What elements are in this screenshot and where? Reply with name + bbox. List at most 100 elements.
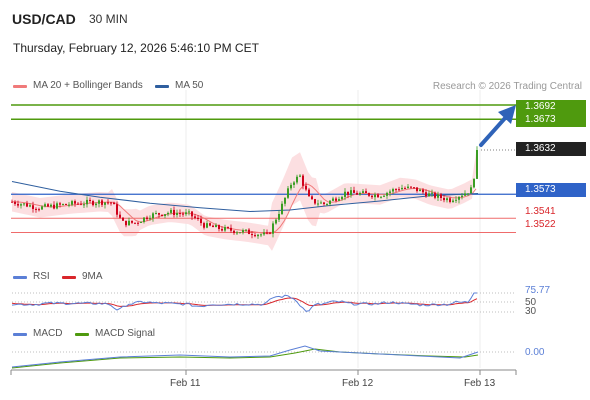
candle-body	[368, 193, 370, 196]
candle-body	[416, 187, 418, 192]
candle-body	[266, 232, 268, 234]
candle-body	[65, 203, 67, 205]
candle-body	[404, 187, 406, 189]
candle-body	[224, 227, 226, 231]
candle-body	[476, 150, 478, 179]
candle-body	[179, 213, 181, 215]
legend-label: MACD Signal	[95, 328, 156, 339]
legend-item-ma50: MA 50	[155, 80, 203, 91]
candle-body	[350, 190, 352, 195]
candle-body	[200, 218, 202, 224]
candle-body	[221, 229, 223, 231]
x-label-feb13: Feb 13	[464, 378, 496, 389]
candle-body	[89, 199, 91, 202]
x-label-feb11: Feb 11	[170, 378, 201, 389]
symbol-title: USD/CAD	[12, 11, 76, 27]
rsi-line	[11, 292, 477, 312]
last-price-tag: 1.3632	[516, 142, 586, 156]
candle-body	[14, 201, 16, 204]
candle-body	[17, 203, 19, 206]
candle-body	[152, 213, 154, 219]
candle-body	[134, 222, 136, 224]
candle-body	[317, 203, 319, 205]
rsi-level-50-label: 50	[525, 297, 537, 308]
candle-body	[257, 234, 259, 237]
candle-body	[32, 205, 34, 209]
candle-body	[446, 198, 448, 201]
candle-body	[254, 235, 256, 237]
candle-body	[347, 191, 349, 195]
candle-body	[230, 227, 232, 231]
candlesticks	[11, 146, 478, 239]
candle-body	[83, 204, 85, 206]
candle-body	[161, 214, 163, 216]
candle-body	[386, 192, 388, 196]
legend-item-ma20-bollinger: MA 20 + Bollinger Bands	[13, 80, 143, 91]
candle-body	[305, 185, 307, 190]
candle-body	[362, 191, 364, 193]
candle-body	[197, 217, 199, 219]
bollinger-band-area	[12, 152, 476, 251]
candle-body	[188, 211, 190, 213]
candle-body	[455, 199, 457, 201]
x-label-feb12: Feb 12	[342, 378, 374, 389]
timestamp: Thursday, February 12, 2026 5:46:10 PM C…	[13, 41, 259, 55]
candle-body	[113, 202, 115, 205]
candle-body	[314, 199, 316, 204]
candle-body	[50, 204, 52, 207]
candle-body	[380, 196, 382, 198]
candle-body	[320, 202, 322, 204]
candle-body	[425, 192, 427, 197]
candle-body	[131, 220, 133, 223]
candle-body	[107, 202, 109, 204]
candle-body	[401, 187, 403, 190]
resistance-tag-1: 1.3692	[516, 100, 586, 114]
candle-body	[275, 219, 277, 224]
legend-label: MA 20 + Bollinger Bands	[33, 80, 143, 91]
candle-body	[272, 223, 274, 234]
candle-body	[68, 204, 70, 206]
candle-body	[371, 195, 373, 198]
candle-body	[98, 200, 100, 204]
candle-body	[392, 189, 394, 192]
candle-body	[119, 214, 121, 218]
legend-item-macd-signal: MACD Signal	[75, 328, 155, 339]
candle-body	[239, 232, 241, 234]
support-label-1: 1.3541	[525, 206, 556, 217]
candle-body	[365, 191, 367, 194]
candle-body	[278, 213, 280, 220]
candle-body	[104, 202, 106, 205]
candle-body	[245, 229, 247, 231]
candle-body	[167, 212, 169, 215]
candle-body	[59, 203, 61, 205]
candle-body	[311, 196, 313, 200]
candle-body	[290, 184, 292, 189]
candle-body	[398, 189, 400, 191]
legend-item-macd: MACD	[13, 328, 62, 339]
candle-body	[191, 211, 193, 217]
candle-body	[356, 192, 358, 195]
candle-body	[419, 189, 421, 192]
candle-body	[62, 203, 64, 205]
candle-body	[185, 212, 187, 215]
candle-body	[410, 186, 412, 188]
rsi-level-30-label: 30	[525, 306, 537, 317]
legend-label: RSI	[33, 271, 50, 282]
candle-body	[74, 201, 76, 204]
legend-label: 9MA	[82, 271, 103, 282]
candle-body	[428, 193, 430, 197]
candle-body	[260, 234, 262, 236]
candle-body	[146, 217, 148, 220]
candle-body	[212, 225, 214, 228]
candle-body	[395, 189, 397, 191]
candle-body	[110, 202, 112, 204]
candle-body	[194, 216, 196, 218]
candle-body	[431, 192, 433, 194]
candle-body	[284, 197, 286, 204]
candle-body	[323, 202, 325, 205]
candle-body	[377, 194, 379, 198]
candle-body	[164, 214, 166, 216]
candle-body	[353, 190, 355, 193]
candle-body	[464, 193, 466, 196]
